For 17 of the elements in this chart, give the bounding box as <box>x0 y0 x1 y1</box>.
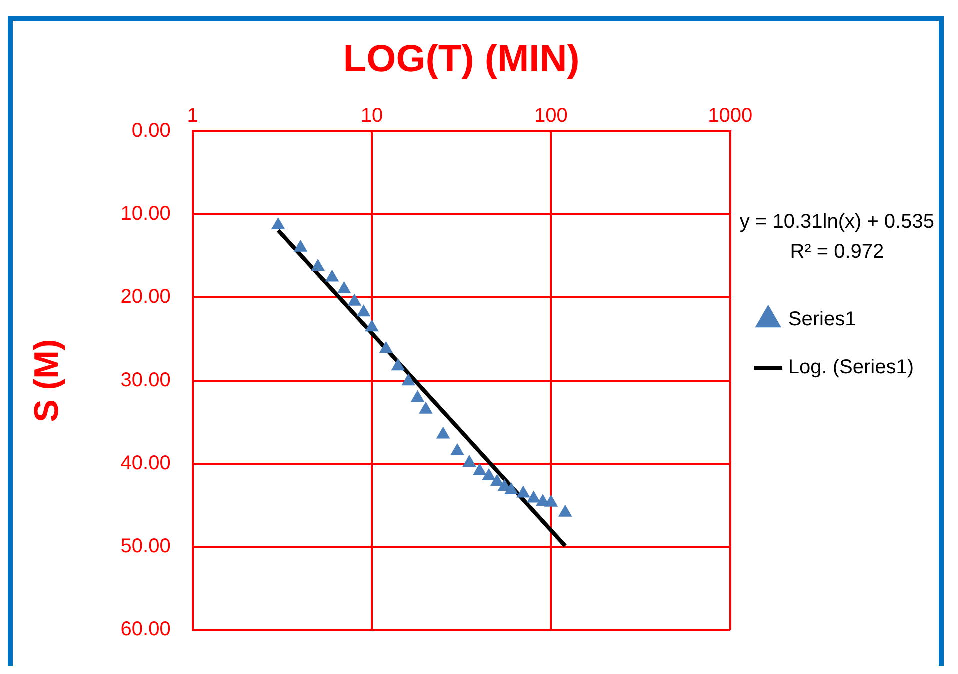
legend-label: Series1 <box>788 308 856 331</box>
legend-label: Log. (Series1) <box>788 356 914 379</box>
y-tick-label: 60.00 <box>120 618 171 641</box>
y-tick-label: 10.00 <box>120 203 171 226</box>
y-tick-label: 0.00 <box>132 120 171 142</box>
y-tick-label: 30.00 <box>120 369 171 392</box>
y-axis-title: S (M) <box>28 339 66 422</box>
x-tick-label: 1 <box>187 105 198 128</box>
y-tick-label: 50.00 <box>120 535 171 558</box>
x-axis-title: LOG(T) (MIN) <box>343 38 580 80</box>
x-tick-label: 10 <box>360 105 384 128</box>
text: R² = 0.972 <box>790 241 884 263</box>
y-tick-label: 20.00 <box>120 286 171 308</box>
text: y = 10.31ln(x) + 0.535 <box>740 211 934 233</box>
x-tick-label: 100 <box>534 105 568 128</box>
y-tick-label: 40.00 <box>120 452 171 474</box>
x-tick-label: 1000 <box>708 105 753 128</box>
